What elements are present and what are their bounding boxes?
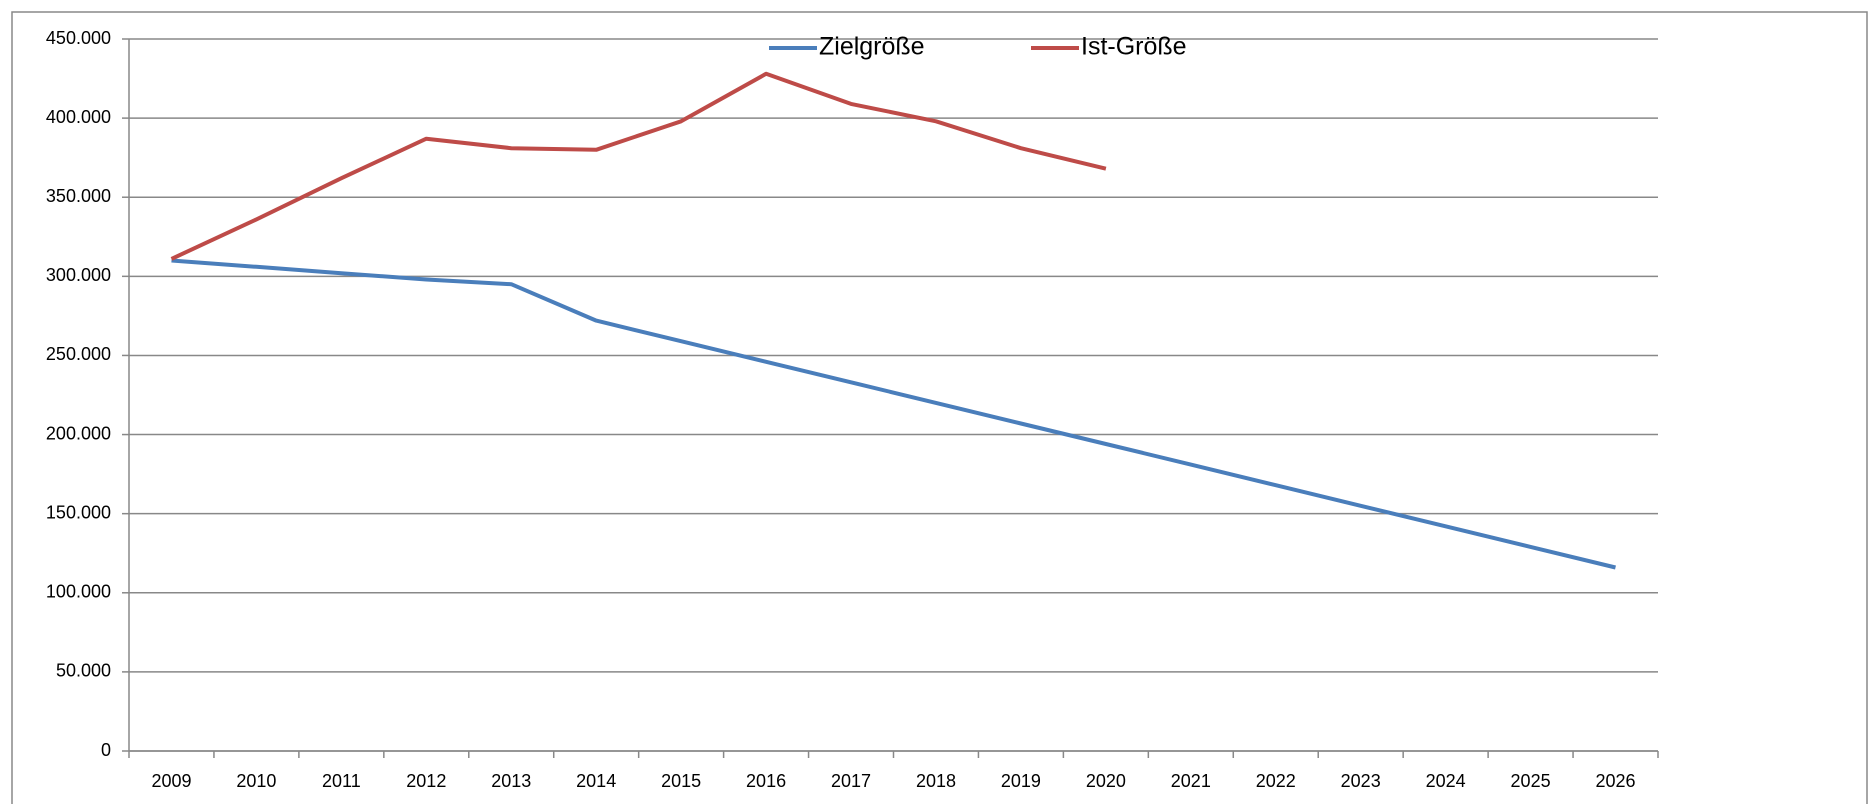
y-tick-label: 350.000 [46,186,111,206]
x-tick-label: 2014 [576,771,616,791]
x-tick-label: 2023 [1341,771,1381,791]
x-tick-label: 2025 [1511,771,1551,791]
legend-text: Zielgröße [819,33,925,61]
x-tick-label: 2020 [1086,771,1126,791]
y-tick-label: 250.000 [46,344,111,364]
x-tick-label: 2016 [746,771,786,791]
x-tick-label: 2024 [1426,771,1466,791]
series-line [170,71,1107,261]
y-tick-label: 50.000 [56,661,111,681]
y-tick-label: 400.000 [46,107,111,127]
legend-text: Ist-Größe [1081,33,1187,61]
chart-frame [11,11,1868,804]
y-tick-label: 300.000 [46,265,111,285]
x-tick-label: 2019 [1001,771,1041,791]
x-tick-label: 2022 [1256,771,1296,791]
x-tick-label: 2010 [236,771,276,791]
y-tick-label: 0 [101,740,111,760]
x-tick-label: 2011 [322,771,361,791]
x-tick-label: 2026 [1596,771,1636,791]
x-tick-label: 2015 [661,771,701,791]
x-tick-label: 2013 [491,771,531,791]
series-line [171,258,1616,570]
x-tick-label: 2009 [151,771,191,791]
x-tick-label: 2012 [406,771,446,791]
x-tick-label: 2021 [1171,771,1211,791]
y-tick-label: 100.000 [46,582,111,602]
y-tick-label: 200.000 [46,423,111,443]
y-tick-label: 450.000 [46,28,111,48]
y-tick-label: 150.000 [46,502,111,522]
x-tick-label: 2017 [831,771,871,791]
x-tick-label: 2018 [916,771,956,791]
